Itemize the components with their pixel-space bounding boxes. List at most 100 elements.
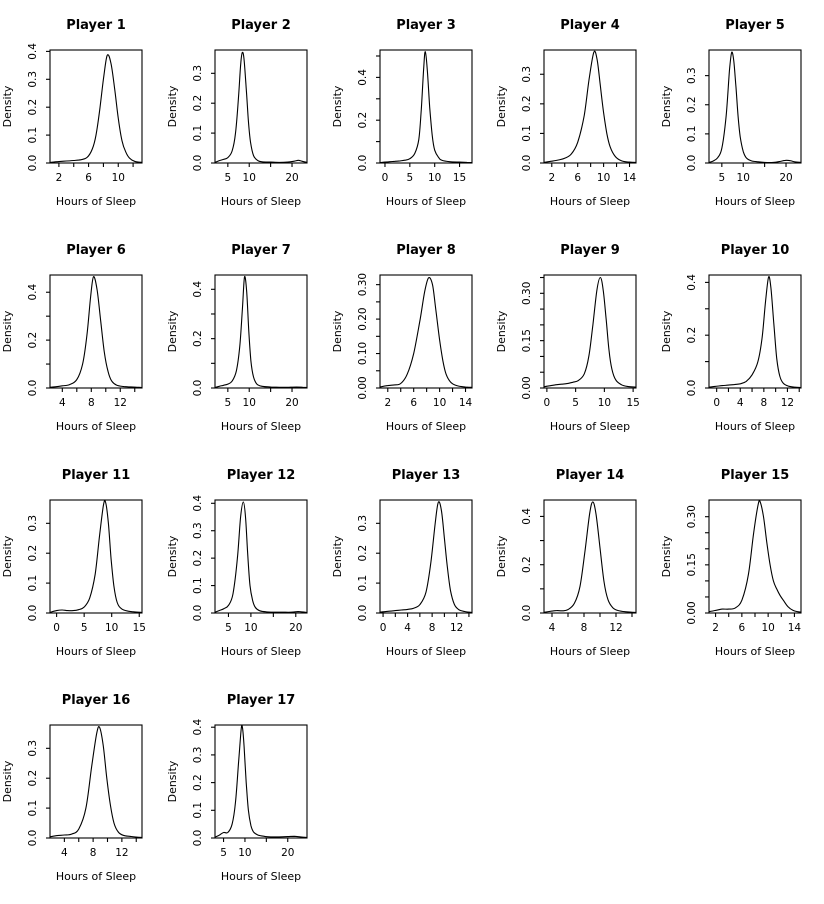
plot-box [214,724,308,839]
x-tick-label: 5 [224,397,231,409]
plot-box [49,274,143,389]
y-tick-label: 0.0 [192,605,204,622]
y-tick-label: 0.0 [192,830,204,847]
x-tick-label: 0 [379,622,386,634]
x-axis-label: Hours of Sleep [221,645,301,658]
x-tick-label: 10 [428,172,441,184]
y-tick-label: 0.4 [357,69,369,86]
y-tick-label: 0.00 [521,376,533,399]
y-axis-label: Density [1,310,14,352]
plot-box [379,274,473,389]
plot-title: Player 11 [62,468,131,483]
x-tick-label: 10 [238,847,251,859]
density-plot-5: Player 5 5 10 20 0.0 0.1 0.2 0.3 Hours of Sleep D… [660,18,802,208]
y-tick-label: 0.1 [521,125,533,142]
density-curve [49,726,142,838]
y-tick-label: 0.30 [686,505,698,528]
x-tick-label: 12 [610,622,623,634]
plot-title: Player 17 [226,693,295,708]
x-tick-label: 10 [597,172,610,184]
y-tick-label: 0.4 [521,508,533,525]
x-axis-label: Hours of Sleep [221,195,301,208]
plot-title: Player 13 [391,468,460,483]
plot-cell-15: Player 15 2 6 10 14 0.00 0.15 0.30 Hours of Slee… [659,450,824,675]
y-axis-label: Density [166,85,179,127]
y-tick-label: 0.1 [192,802,204,819]
density-plot-10: Player 10 0 4 8 12 0.0 0.2 0.4 Hours of Sleep Den… [660,243,802,433]
x-tick-label: 15 [452,172,465,184]
y-tick-label: 0.4 [27,43,39,60]
y-axis-label: Density [1,85,14,127]
y-tick-label: 0.4 [192,495,204,512]
plot-cell-14: Player 14 4 8 12 0.0 0.2 0.4 Hours of Sleep Dens… [494,450,659,675]
x-axis-label: Hours of Sleep [385,420,465,433]
y-tick-label: 0.0 [686,380,698,397]
x-tick-label: 4 [737,397,744,409]
x-tick-label: 10 [433,397,446,409]
density-curve [49,276,142,388]
y-tick-label: 0.3 [192,747,204,764]
y-tick-label: 0.00 [686,601,698,624]
y-tick-label: 0.1 [192,577,204,594]
y-tick-label: 0.2 [192,550,204,567]
y-tick-label: 0.2 [357,112,369,129]
x-tick-label: 2 [549,172,556,184]
x-tick-label: 10 [242,172,255,184]
x-tick-label: 5 [224,172,231,184]
plot-title: Player 6 [66,243,126,258]
x-tick-label: 4 [404,622,411,634]
density-curve [49,54,142,163]
y-tick-label: 0.3 [357,515,369,532]
y-tick-label: 0.0 [521,155,533,172]
x-tick-label: 12 [781,397,794,409]
density-plot-4: Player 4 2 6 10 14 0.0 0.1 0.2 0.3 Hours of Sleep… [495,18,637,208]
y-axis-label: Density [331,85,344,127]
x-tick-label: 12 [450,622,463,634]
y-axis-label: Density [660,85,673,127]
y-tick-label: 0.0 [27,605,39,622]
y-tick-label: 0.4 [192,281,204,298]
y-tick-label: 0.1 [192,125,204,142]
y-tick-label: 0.0 [686,155,698,172]
y-tick-label: 0.3 [27,740,39,757]
x-tick-label: 8 [88,397,95,409]
plot-cell-17: Player 17 5 10 20 0.0 0.1 0.2 0.3 0.4 Hours of Sl… [165,675,330,900]
x-tick-label: 14 [623,172,637,184]
y-tick-label: 0.4 [27,284,39,301]
x-tick-label: 10 [762,622,775,634]
y-axis-label: Density [495,85,508,127]
x-tick-label: 20 [780,172,793,184]
density-curve [379,51,472,163]
y-tick-label: 0.3 [192,65,204,82]
plot-title: Player 4 [561,18,621,33]
x-tick-label: 0 [53,622,60,634]
y-tick-label: 0.0 [192,380,204,397]
y-tick-label: 0.0 [27,380,39,397]
y-tick-label: 0.2 [27,99,39,116]
y-axis-label: Density [166,535,179,577]
plot-cell-5: Player 5 5 10 20 0.0 0.1 0.2 0.3 Hours of Sleep D… [659,0,824,225]
x-tick-label: 5 [406,172,413,184]
x-axis-label: Hours of Sleep [56,195,136,208]
x-axis-label: Hours of Sleep [715,420,795,433]
density-plot-14: Player 14 4 8 12 0.0 0.2 0.4 Hours of Sleep Dens… [495,468,637,658]
y-tick-label: 0.3 [686,67,698,84]
y-tick-label: 0.2 [27,770,39,787]
y-axis-label: Density [166,310,179,352]
y-tick-label: 0.3 [27,71,39,88]
y-tick-label: 0.2 [192,774,204,791]
plot-box [49,499,143,614]
plot-title: Player 1 [66,18,126,33]
y-tick-label: 0.1 [27,575,39,592]
y-tick-label: 0.15 [521,329,533,352]
y-tick-label: 0.30 [521,282,533,305]
x-tick-label: 5 [220,847,227,859]
x-axis-label: Hours of Sleep [221,870,301,883]
plot-cell-2: Player 2 5 10 20 0.0 0.1 0.2 0.3 Hours of Sleep D… [165,0,330,225]
x-tick-label: 8 [761,397,768,409]
y-tick-label: 0.2 [686,327,698,344]
x-tick-label: 5 [225,622,232,634]
plot-cell-9: Player 9 0 5 10 15 0.00 0.15 0.30 Hours of Sleep… [494,225,659,450]
density-plot-11: Player 11 0 5 10 15 0.0 0.1 0.2 0.3 Hours of Slee… [1,468,146,658]
x-tick-label: 14 [458,397,472,409]
